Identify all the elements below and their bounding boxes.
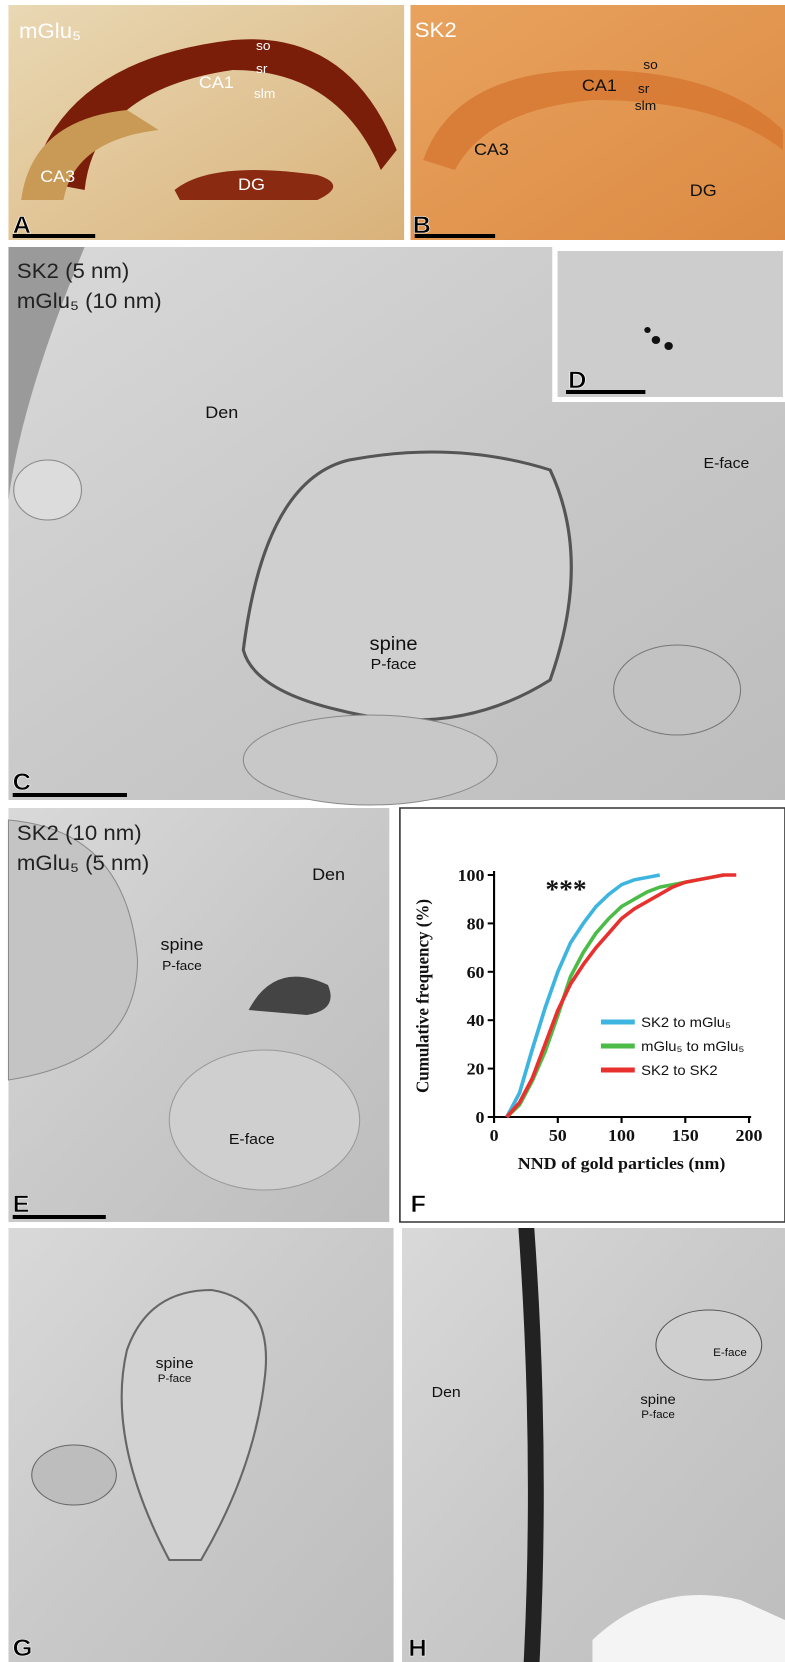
legend-label: mGlu₅ to mGlu₅ xyxy=(641,1039,744,1055)
region-label: spine xyxy=(156,1355,194,1372)
annotation: *** xyxy=(545,875,586,904)
y-tick-label: 40 xyxy=(467,1011,485,1030)
panel-label: C xyxy=(13,770,31,796)
y-axis-title: Cumulative frequency (%) xyxy=(412,899,433,1093)
panel-d xyxy=(558,251,783,397)
region-label: E-face xyxy=(713,1347,747,1359)
panel-label: H xyxy=(408,1636,426,1662)
region-label: P-face xyxy=(371,656,417,673)
panel-title: SK2 (5 nm) xyxy=(17,259,129,283)
region-label: CA3 xyxy=(40,166,75,185)
panel-e: SK2 (10 nm) mGlu₅ (5 nm) Den spine P-fac… xyxy=(8,808,389,1222)
y-tick-label: 100 xyxy=(458,865,485,884)
region-label: CA3 xyxy=(474,139,509,158)
gold-particle xyxy=(644,327,650,333)
region-label: slm xyxy=(635,98,656,113)
legend-label: SK2 to SK2 xyxy=(641,1063,718,1079)
x-tick-label: 150 xyxy=(672,1125,699,1144)
x-axis-title: NND of gold particles (nm) xyxy=(518,1153,726,1172)
region-label: sr xyxy=(256,61,268,76)
panel-g: spine P-face G xyxy=(8,1228,393,1662)
panel-title: SK2 xyxy=(415,18,457,42)
region-label: CA1 xyxy=(582,75,617,94)
region-label: spine xyxy=(370,633,418,654)
panel-h: Den E-face spine P-face H xyxy=(402,1228,785,1662)
x-tick-label: 100 xyxy=(608,1125,635,1144)
vesicle xyxy=(656,1310,762,1380)
gold-particle xyxy=(664,342,672,350)
region-label: DG xyxy=(690,180,717,199)
gold-particle xyxy=(652,336,660,344)
region-label: so xyxy=(256,38,271,53)
region-label: Den xyxy=(432,1384,461,1401)
region-label: spine xyxy=(160,934,203,953)
region-label: P-face xyxy=(158,1373,192,1385)
region-label: CA1 xyxy=(199,72,234,91)
panel-label: E xyxy=(13,1192,30,1218)
x-tick-label: 0 xyxy=(490,1125,499,1144)
y-tick-label: 80 xyxy=(467,914,485,933)
region-label: spine xyxy=(640,1392,675,1408)
y-tick-label: 20 xyxy=(467,1059,485,1078)
panel-a: mGlu₅ CA1 so sr slm CA3 DG A xyxy=(8,5,404,240)
vesicle xyxy=(32,1445,117,1505)
panel-label: F xyxy=(410,1192,426,1218)
y-tick-label: 0 xyxy=(476,1107,485,1126)
vesicle xyxy=(614,645,741,735)
panel-title: mGlu₅ xyxy=(19,19,81,43)
figure: mGlu₅ CA1 so sr slm CA3 DG A SK2 CA1 so … xyxy=(0,0,785,1662)
region-label: sr xyxy=(638,81,650,96)
vesicle xyxy=(243,715,497,805)
region-label: P-face xyxy=(162,958,202,973)
region-label: Den xyxy=(312,864,345,883)
panel-title: mGlu₅ (10 nm) xyxy=(17,289,162,313)
page: mGlu₅ CA1 so sr slm CA3 DG A SK2 CA1 so … xyxy=(0,0,785,1662)
y-tick-label: 60 xyxy=(467,962,485,981)
region-label: P-face xyxy=(641,1409,675,1421)
region-label: so xyxy=(643,57,658,72)
panel-label: D xyxy=(568,368,586,394)
legend-label: SK2 to mGlu₅ xyxy=(641,1015,731,1031)
panel-bg xyxy=(402,1228,785,1662)
region-label: E-face xyxy=(704,455,750,472)
vesicle xyxy=(14,460,82,520)
region-label: E-face xyxy=(229,1131,275,1148)
region-label: Den xyxy=(205,402,238,421)
panel-title: SK2 (10 nm) xyxy=(17,821,142,845)
region-label: DG xyxy=(238,174,265,193)
x-tick-label: 50 xyxy=(549,1125,567,1144)
region-label: slm xyxy=(254,86,275,101)
x-tick-label: 200 xyxy=(736,1125,763,1144)
vesicle xyxy=(169,1050,359,1190)
panel-f: F 0 20 40 60 80 100 0 50 100 150 200 NND of gold pa… xyxy=(400,808,785,1222)
panel-label: G xyxy=(13,1636,33,1662)
panel-title: mGlu₅ (5 nm) xyxy=(17,851,149,875)
panel-b: SK2 CA1 so sr slm CA3 DG B xyxy=(410,5,785,240)
panel-c: D SK2 (5 nm) mGlu₅ (10 nm) Den E-face sp… xyxy=(8,247,785,805)
